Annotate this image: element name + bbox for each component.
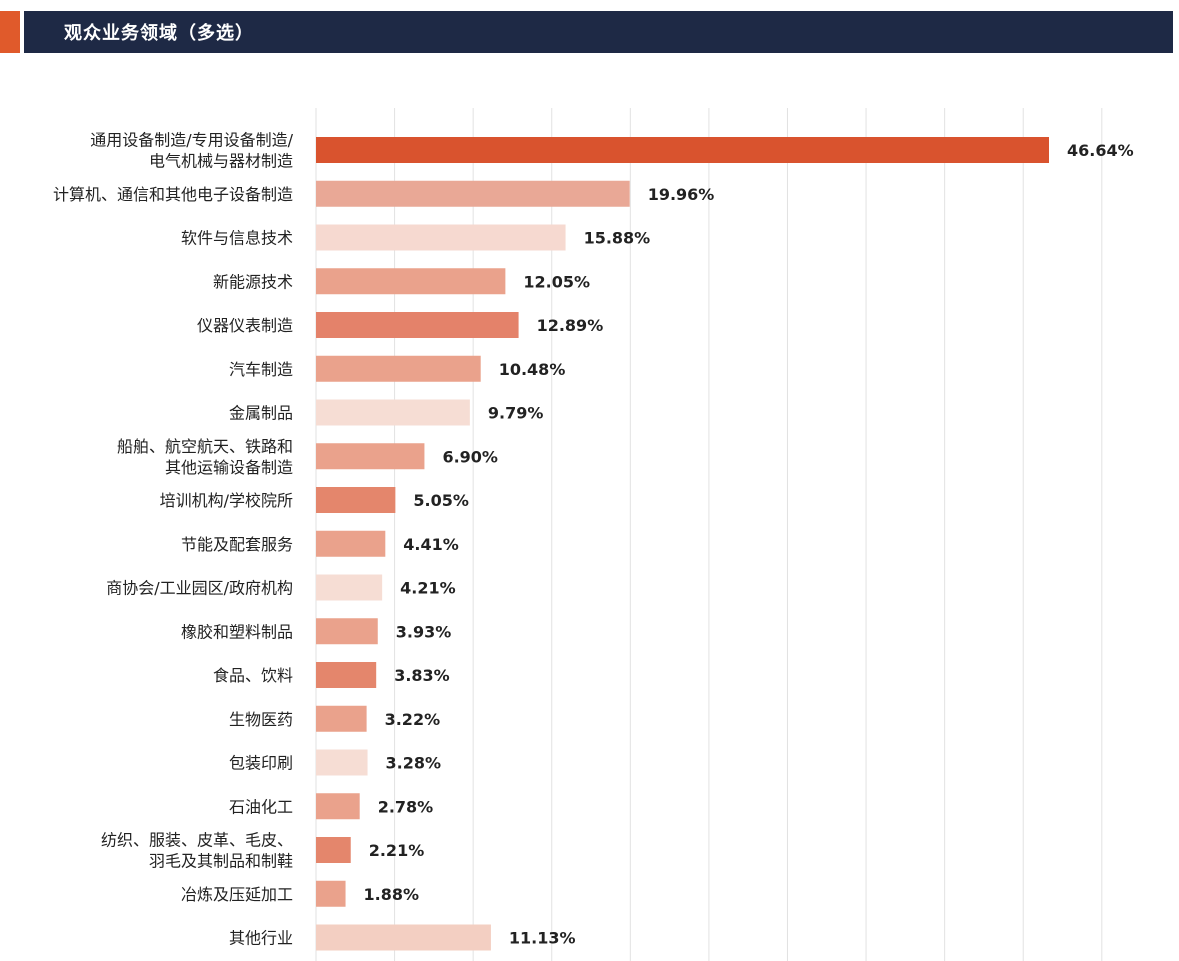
category-label: 仪器仪表制造 xyxy=(197,316,293,335)
data-label: 6.90% xyxy=(442,447,498,466)
data-label: 12.89% xyxy=(537,316,604,335)
bar xyxy=(316,487,396,513)
data-label: 3.93% xyxy=(396,622,452,641)
category-label: 新能源技术 xyxy=(213,272,293,291)
data-label: 11.13% xyxy=(509,929,576,948)
title-accent-block xyxy=(0,11,20,53)
data-label: 1.88% xyxy=(364,885,420,904)
category-label: 包装印刷 xyxy=(229,754,293,773)
data-label: 9.79% xyxy=(488,404,544,423)
data-label: 10.48% xyxy=(499,360,566,379)
data-label: 3.28% xyxy=(386,754,442,773)
category-label: 食品、饮料 xyxy=(213,666,293,685)
data-label: 15.88% xyxy=(584,229,651,248)
category-label: 节能及配套服务 xyxy=(181,535,293,554)
category-label: 计算机、通信和其他电子设备制造 xyxy=(53,185,293,204)
category-label: 石油化工 xyxy=(229,797,293,816)
category-label: 纺织、服装、皮革、毛皮、羽毛及其制品和制鞋 xyxy=(101,831,293,871)
category-label: 金属制品 xyxy=(229,404,293,423)
data-label: 3.22% xyxy=(385,710,441,729)
data-label: 46.64% xyxy=(1067,141,1134,160)
bar xyxy=(316,705,367,732)
bar xyxy=(316,312,519,338)
bar xyxy=(316,837,351,863)
bar xyxy=(316,224,566,251)
data-label: 4.41% xyxy=(403,535,459,554)
data-label: 2.78% xyxy=(378,797,434,816)
bar xyxy=(316,137,1049,163)
category-label: 汽车制造 xyxy=(229,360,293,379)
data-label: 3.83% xyxy=(394,666,450,685)
category-label: 其他行业 xyxy=(229,929,293,948)
bar xyxy=(316,880,346,907)
bar xyxy=(316,662,377,688)
category-label: 生物医药 xyxy=(229,710,293,729)
chart-title: 观众业务领域（多选） xyxy=(64,23,254,44)
category-label: 冶炼及压延加工 xyxy=(181,885,293,904)
bar xyxy=(316,443,425,470)
bar xyxy=(316,749,368,776)
bar xyxy=(316,180,630,207)
category-label: 通用设备制造/专用设备制造/电气机械与器材制造 xyxy=(90,131,293,171)
bar xyxy=(316,355,481,382)
category-label: 商协会/工业园区/政府机构 xyxy=(106,579,293,598)
bar xyxy=(316,924,491,951)
category-label: 培训机构/学校院所 xyxy=(160,491,293,510)
category-label: 软件与信息技术 xyxy=(181,229,293,248)
data-label: 2.21% xyxy=(369,841,425,860)
data-label: 4.21% xyxy=(400,579,456,598)
category-label: 橡胶和塑料制品 xyxy=(181,622,293,641)
bar xyxy=(316,574,383,601)
category-label: 船舶、航空航天、铁路和其他运输设备制造 xyxy=(117,437,293,477)
bar xyxy=(316,793,360,820)
data-label: 19.96% xyxy=(648,185,715,204)
title-bar: 观众业务领域（多选） xyxy=(24,11,1173,53)
bar xyxy=(316,268,506,295)
data-label: 5.05% xyxy=(413,491,469,510)
data-label: 12.05% xyxy=(523,272,590,291)
bar xyxy=(316,399,470,426)
bar xyxy=(316,530,386,557)
bar xyxy=(316,618,378,645)
